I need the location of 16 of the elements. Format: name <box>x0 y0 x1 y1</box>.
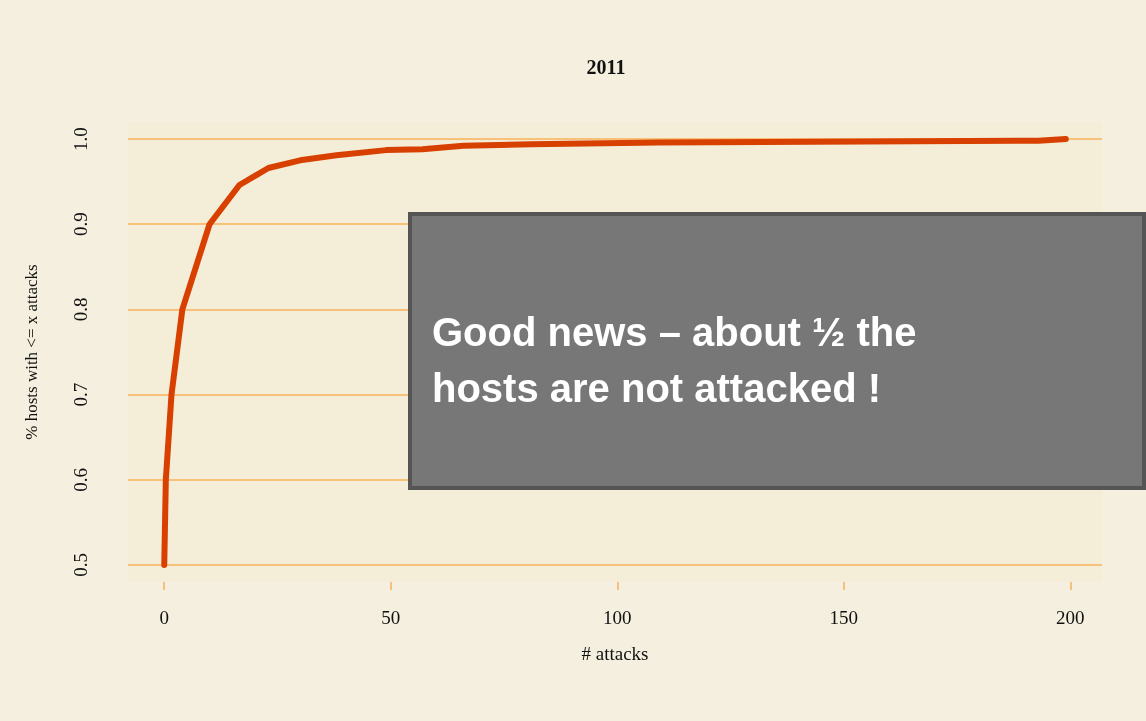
y-tick-label: 0.8 <box>70 297 91 322</box>
callout-box: Good news – about ½ the hosts are not attacked ! <box>408 212 1146 490</box>
x-tick-label: 150 <box>829 607 859 628</box>
x-tick-label: 50 <box>381 607 401 628</box>
y-axis-title: % hosts with <= x attacks <box>22 264 41 440</box>
x-tick-label: 200 <box>1056 607 1085 628</box>
y-tick-label: 0.5 <box>70 553 91 577</box>
x-tick-label: 100 <box>603 607 632 628</box>
y-tick-label: 0.6 <box>70 467 91 492</box>
chart-title: 2011 <box>586 56 626 78</box>
y-tick-label: 0.7 <box>70 382 91 407</box>
x-axis-title: # attacks <box>581 643 649 664</box>
x-tick-label: 0 <box>159 607 169 628</box>
y-tick-label: 1.0 <box>70 127 91 151</box>
annotation: Good news – about ½ the hosts are not attacked ! <box>432 309 918 412</box>
y-tick-label: 0.9 <box>70 212 91 237</box>
